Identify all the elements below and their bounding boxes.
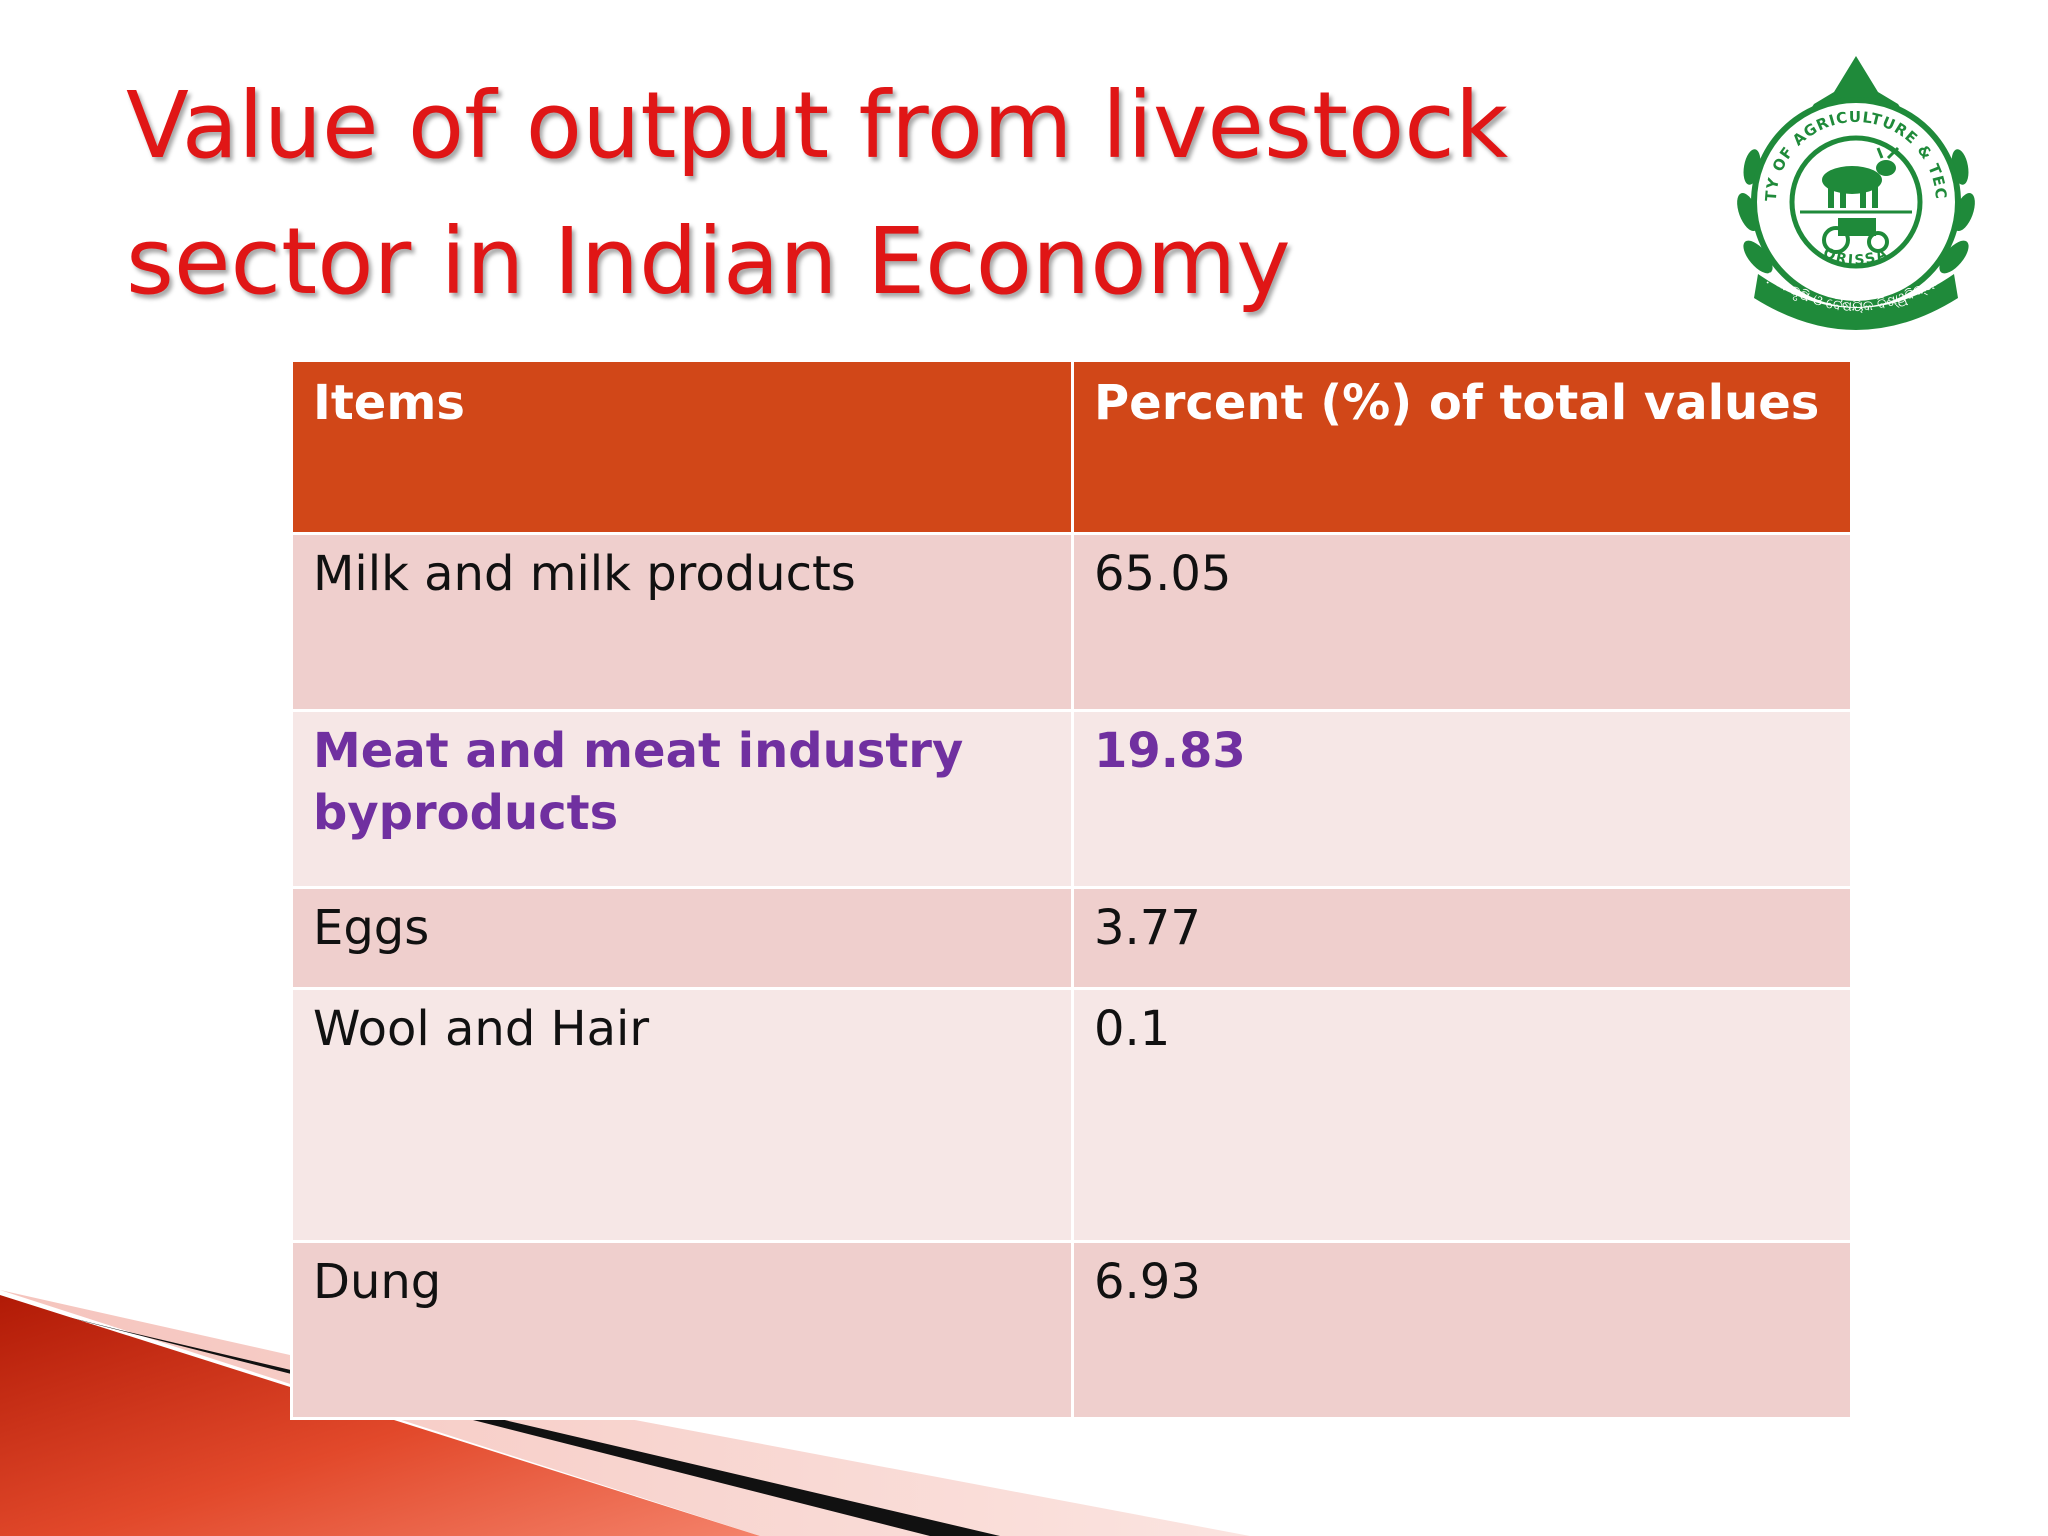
logo-tractor-icon [1822, 218, 1889, 254]
table-row: Eggs 3.77 [290, 886, 1853, 990]
slide-title-line-1: Value of output from livestock [126, 72, 1509, 179]
logo-cow-icon [1822, 146, 1900, 208]
cell-item: Wool and Hair [290, 987, 1074, 1243]
table-row: Wool and Hair 0.1 [290, 987, 1853, 1243]
cell-value: 0.1 [1071, 987, 1853, 1243]
cell-value: 19.83 [1071, 709, 1853, 889]
header-percent: Percent (%) of total values [1071, 359, 1853, 535]
table-row: Dung 6.93 [290, 1240, 1853, 1420]
livestock-output-table: Items Percent (%) of total values Milk a… [290, 359, 1853, 1420]
cell-value: 6.93 [1071, 1240, 1853, 1420]
slide-title-line-2: sector in Indian Economy [126, 208, 1291, 315]
slide-title: Value of output from livestock sector in… [126, 58, 1686, 330]
table-header-row: Items Percent (%) of total values [290, 359, 1853, 535]
table-row: Milk and milk products 65.05 [290, 532, 1853, 712]
cell-item: Meat and meat industry byproducts [290, 709, 1074, 889]
header-items: Items [290, 359, 1074, 535]
cell-item: Milk and milk products [290, 532, 1074, 712]
logo-ribbon [1754, 274, 1958, 330]
cell-value: 3.77 [1071, 886, 1853, 990]
cell-value: 65.05 [1071, 532, 1853, 712]
table-row: Meat and meat industry byproducts 19.83 [290, 709, 1853, 889]
university-logo-icon: UNIVERSITY OF AGRICULTURE & TECHNOLOGY O… [1728, 52, 1975, 330]
cell-item: Dung [290, 1240, 1074, 1420]
cell-item: Eggs [290, 886, 1074, 990]
